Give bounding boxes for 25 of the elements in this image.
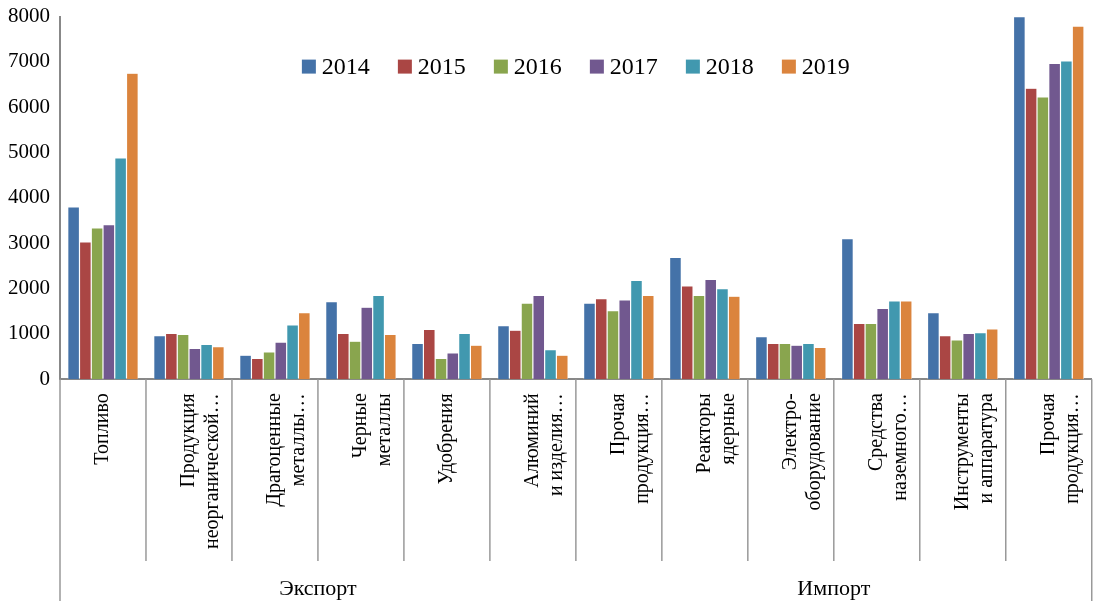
x-tick-label: Продукция неорганической… [176, 393, 224, 549]
legend-label: 2019 [801, 52, 850, 79]
y-tick-label: 2000 [8, 275, 50, 300]
y-tick-label: 4000 [8, 184, 50, 209]
text: Экспорт [279, 574, 358, 600]
legend-label: 2017 [609, 52, 658, 79]
y-tick-label: 8000 [8, 3, 50, 28]
y-tick-label: 6000 [8, 93, 50, 118]
x-tick-label: Топливо [90, 393, 113, 465]
x-tick-label: Удобрения [434, 393, 458, 485]
x-tick-label: Алюминий и изделия… [520, 392, 568, 497]
y-tick-label: 3000 [8, 229, 50, 254]
legend-label: 2016 [513, 52, 562, 79]
legend-label: 2015 [417, 52, 466, 79]
y-tick-label: 7000 [8, 48, 50, 73]
x-tick-label: Драгоценные металлы… [262, 393, 309, 507]
x-tick-label: Средства наземного… [864, 393, 911, 501]
x-tick-label: Прочая продукция… [1036, 393, 1083, 504]
y-tick-label: 0 [39, 365, 50, 390]
y-tick-label: 1000 [8, 320, 50, 345]
x-tick-label: Прочая продукция… [606, 393, 654, 504]
legend-label: 2014 [321, 52, 370, 79]
legend-label: 2018 [705, 52, 754, 79]
text: Импорт [797, 574, 871, 600]
y-tick-label: 5000 [8, 139, 50, 164]
